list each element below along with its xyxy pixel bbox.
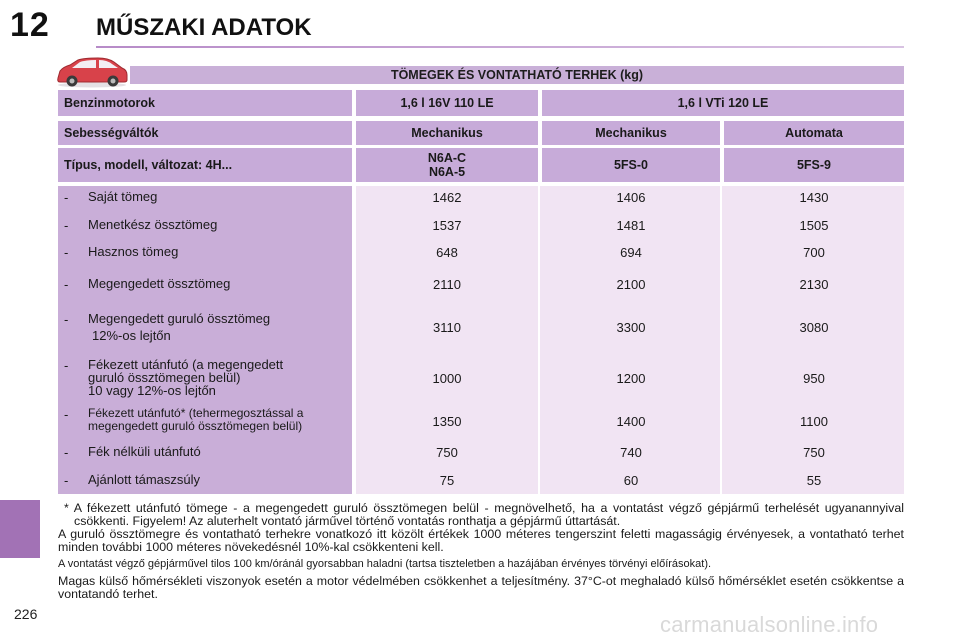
gearbox-2: Mechanikus (595, 126, 667, 140)
value-2: 740 (620, 445, 642, 460)
chapter-number: 12 (10, 6, 50, 44)
engine-2: 1,6 l VTi 120 LE (677, 96, 769, 110)
type-1-line2: N6A-5 (428, 165, 466, 179)
row-label-cont: guruló össztömegen belül) (88, 370, 241, 385)
row-label: Menetkész össztömeg (88, 217, 218, 232)
value-3: 55 (806, 473, 822, 488)
row-label: Fékezett utánfutó* (tehermegosztással a (88, 406, 304, 420)
value-2: 1400 (616, 414, 646, 429)
value-3: 1100 (800, 414, 828, 429)
engine-row: Benzinmotorok 1,6 l 16V 110 LE 1,6 l VTi… (58, 90, 904, 116)
value-1: 1350 (432, 414, 462, 429)
column-divider (720, 186, 722, 494)
row-label: Ajánlott támaszsúly (88, 472, 200, 487)
column-divider (352, 90, 356, 182)
value-1: 648 (436, 245, 458, 260)
value-1: 1462 (432, 190, 462, 205)
gearbox-label: Sebességváltók (64, 126, 159, 140)
temperature-note: Magas külső hőmérsékleti viszonyok eseté… (58, 574, 904, 601)
row-label-cont: 12%-os lejtőn (92, 328, 171, 343)
type-1: N6A-C N6A-5 (356, 148, 538, 182)
row-dash: - (64, 277, 69, 292)
value-3: 750 (803, 445, 825, 460)
value-2: 3300 (616, 320, 646, 335)
value-1: 2110 (433, 277, 461, 292)
value-3: 2130 (799, 277, 829, 292)
gearbox-1: Mechanikus (411, 126, 483, 140)
value-1: 3110 (433, 320, 461, 335)
type-3: 5FS-9 (796, 158, 832, 172)
value-2: 1406 (616, 190, 646, 205)
value-1: 75 (439, 473, 455, 488)
row-label-cont: megengedett guruló össztömegen belül) (88, 419, 303, 433)
gearbox-3: Automata (785, 126, 843, 140)
row-label: Megengedett guruló össztömeg (88, 311, 271, 326)
section-title: TÖMEGEK ÉS VONTATHATÓ TERHEK (kg) (130, 66, 904, 84)
value-3: 1430 (799, 190, 829, 205)
type-label: Típus, modell, változat: 4H... (64, 158, 233, 172)
type-2: 5FS-0 (613, 158, 649, 172)
type-1-line1: N6A-C (427, 151, 467, 165)
notes-block: * A fékezett utánfutó tömege - a megenge… (58, 502, 904, 601)
value-2: 1481 (616, 218, 646, 233)
value-1: 1537 (432, 218, 462, 233)
watermark: carmanualsonline.info (660, 612, 879, 637)
row-label-cont: 10 vagy 12%-os lejtőn (88, 383, 216, 398)
row-dash: - (64, 190, 69, 205)
title-divider (96, 46, 904, 48)
column-divider (538, 90, 542, 182)
engine-label: Benzinmotorok (64, 96, 155, 110)
column-divider (538, 186, 540, 494)
footnote: * A fékezett utánfutó tömege - a megenge… (64, 501, 904, 528)
value-1: 750 (436, 445, 458, 460)
car-icon (57, 57, 128, 88)
value-2: 60 (623, 473, 639, 488)
page-number: 226 (14, 606, 38, 622)
row-label: Fékezett utánfutó (a megengedett (88, 357, 284, 372)
row-dash: - (64, 358, 69, 373)
engine-1: 1,6 l 16V 110 LE (400, 96, 494, 110)
label-column (58, 186, 352, 494)
row-label: Hasznos tömeg (88, 244, 179, 259)
row-dash: - (64, 218, 69, 233)
gearbox-row: Sebességváltók Mechanikus Mechanikus Aut… (58, 121, 904, 145)
altitude-note: A guruló össztömegre és vontatható terhe… (58, 527, 904, 554)
row-dash: - (64, 445, 69, 460)
row-dash: - (64, 312, 69, 327)
value-3: 700 (803, 245, 825, 260)
row-dash: - (64, 407, 69, 422)
row-label: Megengedett össztömeg (88, 276, 231, 291)
value-3: 3080 (799, 320, 829, 335)
value-2: 1200 (616, 371, 646, 386)
speed-note: A vontatást végző gépjárművel tilos 100 … (58, 558, 712, 570)
value-2: 2100 (616, 277, 646, 292)
row-dash: - (64, 245, 69, 260)
row-dash: - (64, 473, 69, 488)
value-3: 1505 (799, 218, 829, 233)
type-row: Típus, modell, változat: 4H... N6A-C N6A… (58, 148, 904, 182)
chapter-side-tab (0, 500, 40, 558)
value-3: 950 (803, 371, 825, 386)
row-label: Fék nélküli utánfutó (88, 444, 201, 459)
column-divider (720, 121, 724, 182)
row-label: Saját tömeg (88, 189, 158, 204)
value-area (356, 186, 904, 494)
value-1: 1000 (432, 371, 462, 386)
page-title: MŰSZAKI ADATOK (96, 14, 312, 41)
value-2: 694 (620, 245, 642, 260)
